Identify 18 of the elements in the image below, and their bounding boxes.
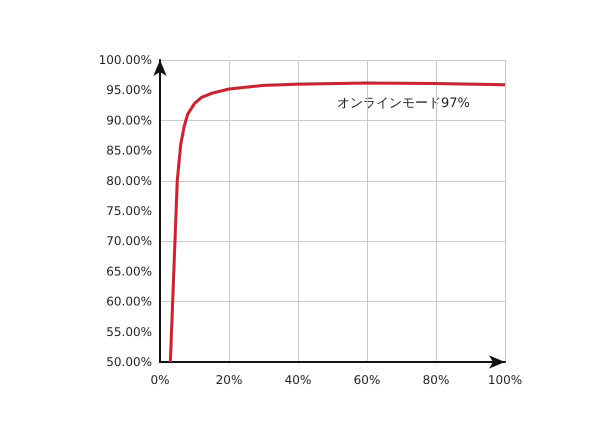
- x-tick-label: 40%: [284, 373, 312, 387]
- line-series: [168, 81, 506, 364]
- y-tick-label: 95.00%: [106, 83, 152, 98]
- y-tick-label: 70.00%: [106, 234, 152, 248]
- y-tick-label: 50.00%: [106, 355, 152, 369]
- x-tick-label: 100%: [488, 373, 522, 387]
- x-tick-label: 20%: [216, 373, 242, 387]
- y-tick-label: 65.00%: [106, 264, 152, 278]
- y-tick-label: 90.00%: [106, 113, 152, 128]
- y-tick-label: 100.00%: [98, 53, 152, 67]
- x-tick-label: 80%: [422, 373, 450, 387]
- x-tick-label: 0%: [150, 373, 170, 387]
- y-tick-label: 85.00%: [106, 144, 152, 158]
- y-tick-label: 55.00%: [106, 324, 152, 339]
- y-tick-label: 80.00%: [106, 174, 152, 188]
- x-tick-label: 60%: [354, 373, 380, 387]
- y-tick-label: 75.00%: [106, 204, 152, 218]
- y-tick-label: 60.00%: [106, 294, 152, 309]
